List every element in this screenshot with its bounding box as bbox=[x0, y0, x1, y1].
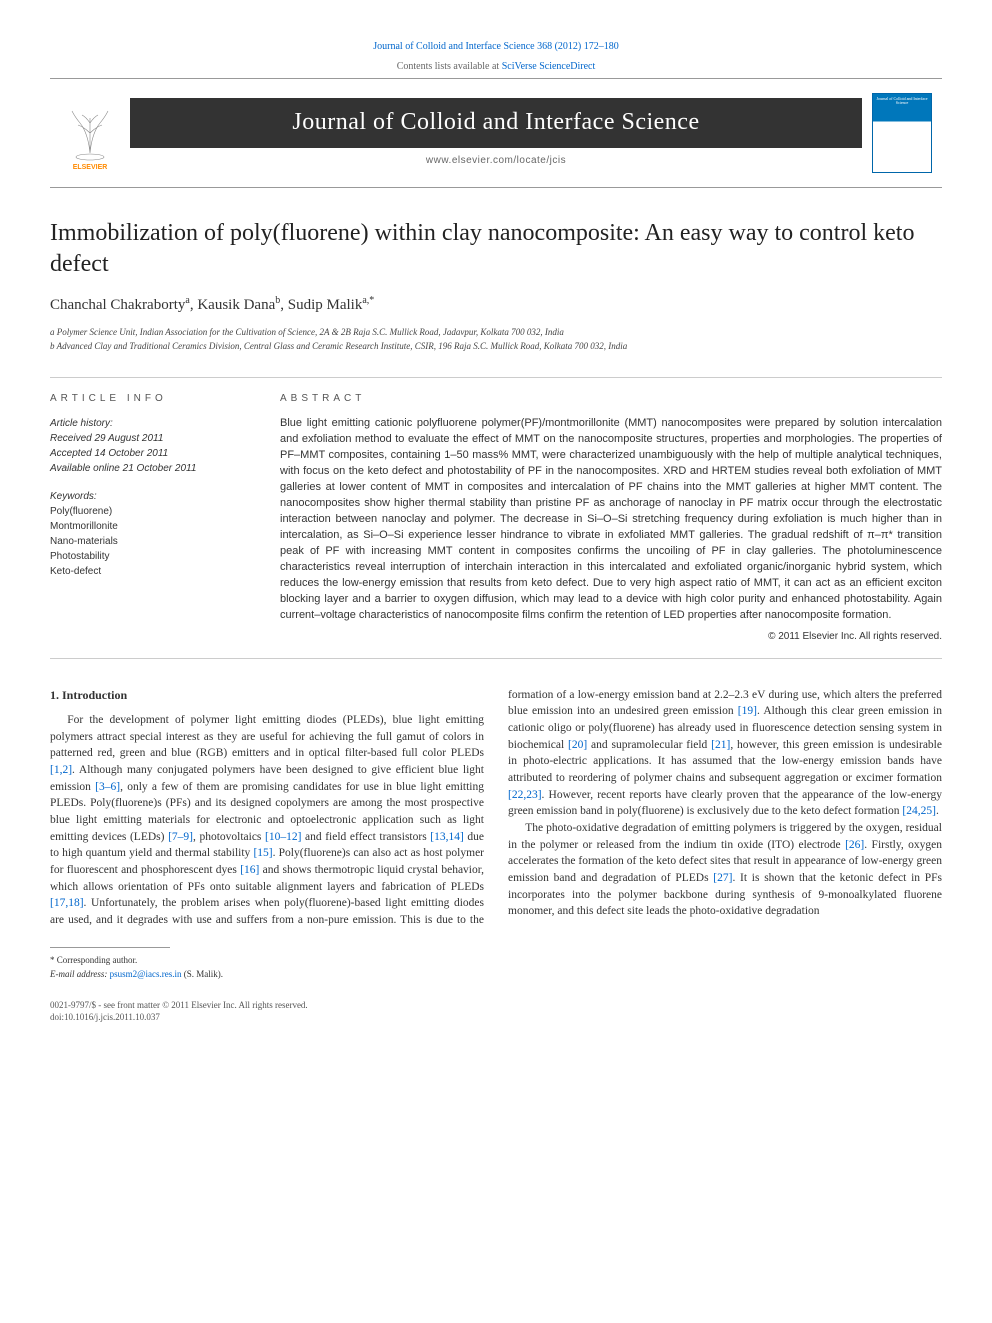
authors: Chanchal Chakrabortya, Kausik Danab, Sud… bbox=[50, 294, 942, 316]
history-received: Received 29 August 2011 bbox=[50, 431, 250, 446]
header-center: Journal of Colloid and Interface Science… bbox=[130, 79, 862, 187]
article-info-left: ARTICLE INFO Article history: Received 2… bbox=[50, 392, 250, 643]
t: and supramolecular field bbox=[587, 739, 711, 751]
author-1: Chanchal Chakraborty bbox=[50, 297, 185, 313]
footer-issn: 0021-9797/$ - see front matter © 2011 El… bbox=[50, 999, 308, 1012]
corresponding-author-note: * Corresponding author. bbox=[50, 954, 942, 967]
contents-list: Contents lists available at SciVerse Sci… bbox=[50, 60, 942, 74]
t: . However, recent reports have clearly p… bbox=[508, 789, 942, 818]
history-online: Available online 21 October 2011 bbox=[50, 461, 250, 476]
history-label: Article history: bbox=[50, 416, 250, 431]
journal-cover-thumb: Journal of Colloid and Interface Science bbox=[862, 79, 942, 187]
history-accepted: Accepted 14 October 2011 bbox=[50, 446, 250, 461]
journal-header: ELSEVIER Journal of Colloid and Interfac… bbox=[50, 78, 942, 188]
article-info-heading: ARTICLE INFO bbox=[50, 392, 250, 406]
ref-16[interactable]: [16] bbox=[240, 864, 259, 876]
affiliations: a Polymer Science Unit, Indian Associati… bbox=[50, 326, 942, 353]
cover-box-title: Journal of Colloid and Interface Science bbox=[875, 97, 929, 106]
keyword-2: Montmorillonite bbox=[50, 519, 250, 534]
ref-3-6[interactable]: [3–6] bbox=[95, 781, 120, 793]
elsevier-tree-icon: ELSEVIER bbox=[60, 93, 120, 173]
article-info-row: ARTICLE INFO Article history: Received 2… bbox=[50, 377, 942, 658]
contents-prefix: Contents lists available at bbox=[397, 61, 502, 72]
keyword-4: Photostability bbox=[50, 549, 250, 564]
ref-13-14[interactable]: [13,14] bbox=[430, 831, 464, 843]
keyword-3: Nano-materials bbox=[50, 534, 250, 549]
ref-20[interactable]: [20] bbox=[568, 739, 587, 751]
keyword-1: Poly(fluorene) bbox=[50, 504, 250, 519]
sciencedirect-link[interactable]: SciVerse ScienceDirect bbox=[502, 61, 596, 72]
keywords-list: Poly(fluorene) Montmorillonite Nano-mate… bbox=[50, 504, 250, 579]
email-footnote: E-mail address: psusm2@iacs.res.in (S. M… bbox=[50, 968, 942, 981]
keywords-label: Keywords: bbox=[50, 490, 250, 504]
author-2-aff: b bbox=[275, 295, 280, 306]
email-suffix: (S. Malik). bbox=[184, 969, 223, 979]
ref-26[interactable]: [26] bbox=[845, 839, 864, 851]
article-history: Article history: Received 29 August 2011… bbox=[50, 416, 250, 476]
ref-21[interactable]: [21] bbox=[711, 739, 730, 751]
cover-box: Journal of Colloid and Interface Science bbox=[872, 93, 932, 173]
ref-19[interactable]: [19] bbox=[738, 705, 757, 717]
footnote-separator bbox=[50, 947, 170, 948]
footer-left: 0021-9797/$ - see front matter © 2011 El… bbox=[50, 999, 308, 1024]
ref-10-12[interactable]: [10–12] bbox=[265, 831, 301, 843]
ref-22-23[interactable]: [22,23] bbox=[508, 789, 542, 801]
ref-7-9[interactable]: [7–9] bbox=[168, 831, 193, 843]
author-2: Kausik Dana bbox=[197, 297, 275, 313]
abstract-heading: ABSTRACT bbox=[280, 392, 942, 406]
top-citation-link[interactable]: Journal of Colloid and Interface Science… bbox=[373, 41, 619, 52]
top-citation: Journal of Colloid and Interface Science… bbox=[50, 40, 942, 54]
section-1-heading: 1. Introduction bbox=[50, 687, 484, 704]
keyword-5: Keto-defect bbox=[50, 564, 250, 579]
article-title: Immobilization of poly(fluorene) within … bbox=[50, 218, 942, 280]
ref-17-18[interactable]: [17,18] bbox=[50, 897, 84, 909]
journal-url: www.elsevier.com/locate/jcis bbox=[426, 154, 566, 168]
body-columns: 1. Introduction For the development of p… bbox=[50, 687, 942, 929]
t: . bbox=[936, 805, 939, 817]
ref-1-2[interactable]: [1,2] bbox=[50, 764, 72, 776]
abstract-text: Blue light emitting cationic polyfluoren… bbox=[280, 416, 942, 623]
page-footer: 0021-9797/$ - see front matter © 2011 El… bbox=[50, 999, 942, 1024]
t: and field effect transistors bbox=[301, 831, 430, 843]
ref-27[interactable]: [27] bbox=[713, 872, 732, 884]
article-info-right: ABSTRACT Blue light emitting cationic po… bbox=[280, 392, 942, 643]
corr-marker: * bbox=[369, 295, 374, 306]
elsevier-logo: ELSEVIER bbox=[50, 79, 130, 187]
ref-24-25[interactable]: [24,25] bbox=[902, 805, 936, 817]
affiliation-a: a Polymer Science Unit, Indian Associati… bbox=[50, 326, 942, 340]
abstract-copyright: © 2011 Elsevier Inc. All rights reserved… bbox=[280, 630, 942, 644]
email-label: E-mail address: bbox=[50, 969, 110, 979]
affiliation-b: b Advanced Clay and Traditional Ceramics… bbox=[50, 340, 942, 354]
email-link[interactable]: psusm2@iacs.res.in bbox=[110, 969, 182, 979]
journal-name: Journal of Colloid and Interface Science bbox=[130, 98, 862, 148]
elsevier-wordmark: ELSEVIER bbox=[73, 164, 108, 171]
t: For the development of polymer light emi… bbox=[50, 714, 484, 759]
intro-para-2: The photo-oxidative degradation of emitt… bbox=[508, 820, 942, 920]
author-1-aff: a bbox=[185, 295, 189, 306]
author-3: Sudip Malik bbox=[288, 297, 363, 313]
footer-doi: doi:10.1016/j.jcis.2011.10.037 bbox=[50, 1011, 308, 1024]
ref-15[interactable]: [15] bbox=[253, 847, 272, 859]
t: , photovoltaics bbox=[193, 831, 265, 843]
